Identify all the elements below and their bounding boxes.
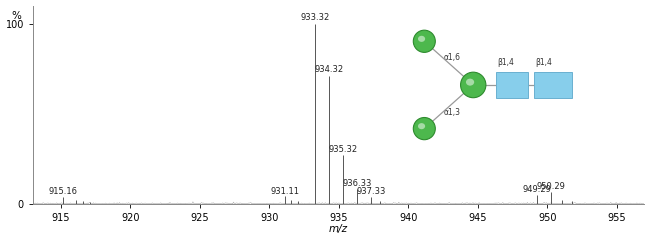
FancyBboxPatch shape: [534, 72, 572, 98]
Text: 949.29: 949.29: [523, 185, 552, 194]
Ellipse shape: [413, 30, 436, 52]
Text: 931.11: 931.11: [270, 186, 299, 196]
Text: α1,3: α1,3: [444, 108, 461, 117]
Ellipse shape: [413, 118, 436, 140]
Ellipse shape: [418, 123, 425, 129]
Text: α1,6: α1,6: [444, 53, 461, 62]
Text: 934.32: 934.32: [315, 65, 344, 74]
Ellipse shape: [461, 72, 486, 98]
Text: 933.32: 933.32: [301, 13, 330, 22]
Y-axis label: %: %: [11, 12, 21, 21]
X-axis label: m/z: m/z: [329, 224, 348, 234]
Text: 935.32: 935.32: [329, 144, 358, 154]
Text: 950.29: 950.29: [537, 182, 566, 191]
Text: β1,4: β1,4: [498, 58, 515, 67]
Text: 937.33: 937.33: [356, 187, 385, 196]
Text: 915.16: 915.16: [49, 187, 77, 196]
Text: β1,4: β1,4: [536, 58, 552, 67]
Ellipse shape: [466, 79, 474, 86]
Text: 936.33: 936.33: [343, 179, 372, 188]
FancyBboxPatch shape: [497, 72, 528, 98]
Ellipse shape: [418, 36, 425, 42]
